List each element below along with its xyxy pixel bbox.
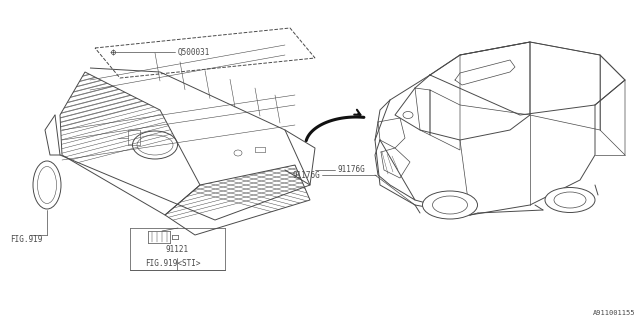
Ellipse shape [422,191,477,219]
Text: FIG.919<STI>: FIG.919<STI> [145,259,200,268]
Text: A911001155: A911001155 [593,310,635,316]
Text: FIG.919: FIG.919 [10,236,42,244]
Text: 91176G: 91176G [338,165,365,174]
Ellipse shape [545,188,595,212]
Text: 91121: 91121 [165,245,189,254]
Text: Q500031: Q500031 [178,47,211,57]
Text: 91176G: 91176G [292,171,320,180]
